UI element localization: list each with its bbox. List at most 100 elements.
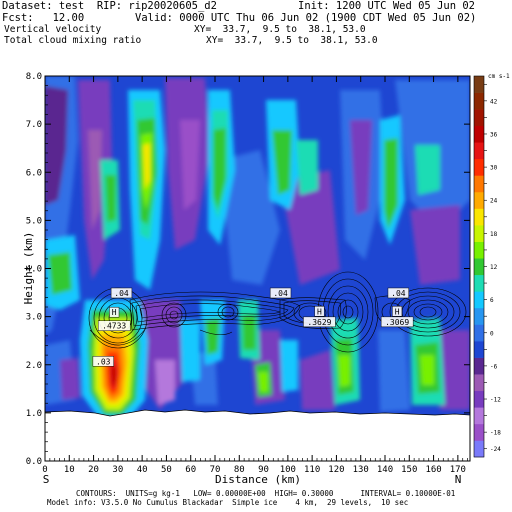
y-axis-label: Height (km) — [22, 232, 35, 305]
annotation-label: H — [395, 307, 400, 316]
colorbar-label: 24 — [490, 198, 498, 205]
field2-label: Total cloud mixing ratio — [4, 35, 142, 46]
colorbar-swatch — [474, 142, 484, 160]
annotation-box — [387, 287, 410, 299]
y-axis: 0.0 1.0 2.0 3.0 4.0 5.0 6.0 7.0 8.0 — [26, 72, 470, 467]
colorbar-label: 42 — [490, 98, 498, 105]
y-tick-label: 0.0 — [26, 457, 42, 467]
annotation-box — [314, 306, 325, 317]
annotation-label: .04 — [114, 289, 129, 298]
colorbar-swatch — [474, 274, 484, 292]
x-tick-label: 60 — [185, 465, 196, 475]
colorbar-label: 30 — [490, 165, 498, 172]
y-tick-label: 1.0 — [26, 409, 42, 419]
x-tick-label: 50 — [161, 465, 172, 475]
colorbar: 42 36 30 24 18 12 6 0 -6 -12 -18 -24 — [473, 75, 501, 458]
x-tick-label: 130 — [353, 465, 369, 475]
colorbar-label: 12 — [490, 264, 498, 271]
x-tick-label: 80 — [234, 465, 245, 475]
y-tick-label: 4.0 — [26, 265, 42, 275]
init-label: Init: 1200 UTC Wed 05 Jun 02 — [298, 0, 476, 12]
x-axis-north-label: N — [455, 473, 462, 486]
colorbar-swatch — [474, 324, 484, 342]
x-tick-label: 90 — [258, 465, 269, 475]
annotation-label: .04 — [273, 289, 288, 298]
x-tick-label: 70 — [210, 465, 221, 475]
colorbar-swatch — [474, 440, 484, 458]
colorbar-label: -24 — [490, 446, 501, 453]
velocity-field — [45, 76, 470, 461]
x-tick-label: 170 — [450, 465, 466, 475]
colorbar-label: 6 — [490, 297, 494, 304]
colorbar-swatch — [474, 341, 484, 358]
valid-label: Valid: 0000 UTC Thu 06 Jun 02 (1900 CDT … — [135, 12, 477, 24]
terrain — [45, 409, 470, 461]
annotation-label: H — [317, 307, 322, 316]
x-tick-label: 140 — [377, 465, 393, 475]
colorbar-swatch — [474, 208, 484, 226]
dataset-label: Dataset: test RIP: rip20020605_d2 — [2, 0, 217, 12]
annotation-label: .03 — [96, 357, 111, 366]
annotation-box — [92, 356, 114, 367]
colorbar-swatch — [474, 407, 484, 425]
colorbar-swatch — [474, 390, 484, 408]
annotation-box — [110, 287, 133, 299]
contours-info: CONTOURS: UNITS=g kg-1 LOW= 0.00000E+00 … — [76, 489, 456, 498]
colorbar-swatch — [474, 109, 484, 126]
x-tick-label: 0 — [42, 465, 47, 475]
x-axis: 0 10 20 30 40 50 60 70 80 90 100 110 120 130 140 150 160… — [42, 76, 468, 475]
annotation-box — [392, 306, 403, 317]
colorbar-swatch — [474, 241, 484, 259]
annotation-box — [269, 287, 292, 299]
y-tick-label: 5.0 — [26, 216, 42, 226]
colorbar-swatch — [474, 125, 484, 143]
colorbar-swatch — [474, 76, 484, 93]
colorbar-label: -18 — [490, 430, 501, 437]
x-tick-label: 20 — [88, 465, 99, 475]
annotation-label: H — [112, 308, 117, 317]
field1-label: Vertical velocity — [4, 24, 102, 35]
x-axis-label: Distance (km) — [215, 473, 301, 486]
annotation-box — [303, 316, 336, 328]
colorbar-swatch — [474, 374, 484, 392]
y-tick-label: 3.0 — [26, 313, 42, 323]
colorbar-swatch — [474, 258, 484, 276]
annotation-box — [109, 306, 120, 318]
colorbar-swatch — [474, 191, 484, 209]
y-tick-label: 2.0 — [26, 361, 42, 371]
x-tick-label: 40 — [137, 465, 148, 475]
x-tick-label: 30 — [112, 465, 123, 475]
field2-xy-label: XY= 33.7, 9.5 to 38.1, 53.0 — [206, 35, 378, 46]
colorbar-swatch — [474, 175, 484, 193]
annotation-label: .4733 — [102, 322, 126, 331]
y-tick-label: 6.0 — [26, 168, 42, 178]
colorbar-swatch — [474, 92, 484, 110]
x-tick-label: 120 — [328, 465, 344, 475]
colorbar-units-label: cm s-1 — [488, 73, 510, 80]
x-tick-label: 100 — [280, 465, 296, 475]
colorbar-swatch — [474, 225, 484, 242]
annotation-label: .04 — [391, 289, 406, 298]
annotation-box — [97, 320, 131, 331]
colorbar-label: -12 — [490, 397, 501, 404]
annotation-box — [380, 316, 414, 328]
colorbar-swatch — [474, 307, 484, 325]
field1-xy-label: XY= 33.7, 9.5 to 38.1, 53.0 — [194, 24, 366, 35]
colorbar-label: 18 — [490, 231, 498, 238]
colorbar-label: 36 — [490, 131, 498, 138]
x-tick-label: 110 — [304, 465, 320, 475]
contour-annotations: H .4733 .04 .03 .04 H .3629 .04 H .3069 — [92, 287, 414, 367]
colorbar-swatch — [474, 423, 484, 441]
y-tick-label: 8.0 — [26, 72, 42, 82]
forecast-label: Fcst: 12.00 — [2, 12, 85, 24]
x-tick-label: 150 — [401, 465, 417, 475]
colorbar-label: 0 — [490, 330, 494, 337]
y-tick-label: 7.0 — [26, 120, 42, 130]
x-axis-south-label: S — [43, 473, 50, 486]
colorbar-swatch — [474, 291, 484, 309]
x-tick-label: 10 — [64, 465, 75, 475]
x-tick-label: 160 — [425, 465, 441, 475]
colorbar-label: -6 — [490, 363, 498, 370]
colorbar-swatch — [474, 357, 484, 375]
